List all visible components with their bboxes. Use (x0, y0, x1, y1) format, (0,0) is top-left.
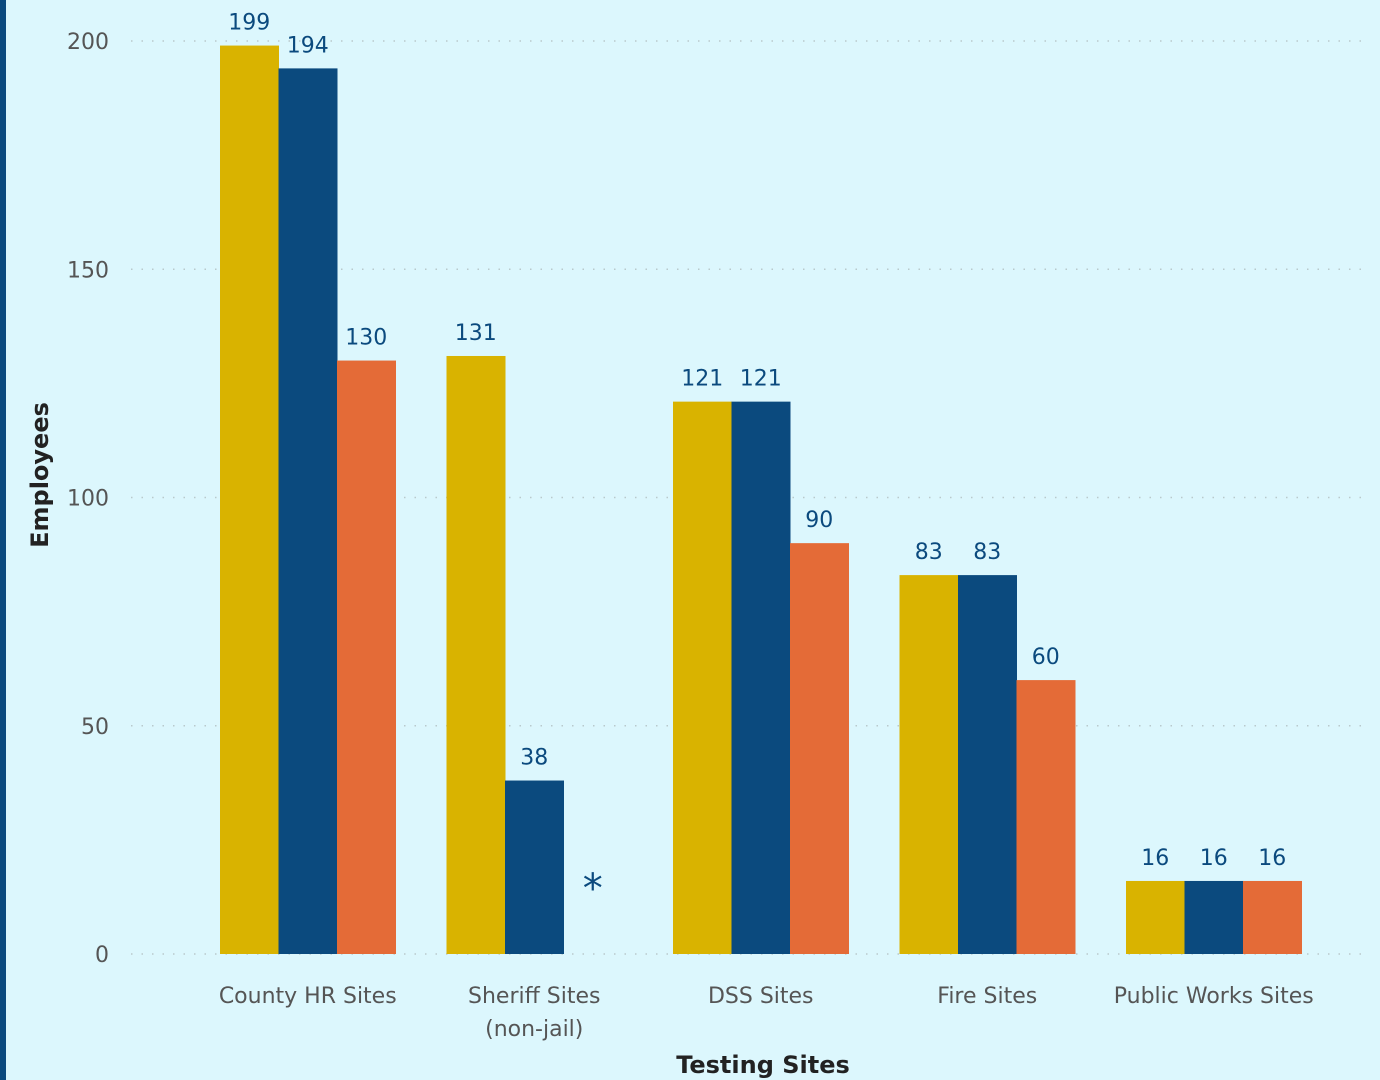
bar-chart: 0 50 100 150 200 199 194 130 131 38 * 121 121 90 83 83… (26, 11, 1361, 1079)
bar (1016, 680, 1076, 954)
bar (1184, 880, 1244, 954)
bar (446, 355, 506, 954)
x-category-label: County HR Sites (219, 984, 397, 1009)
bar-value-label: 16 (1141, 846, 1169, 871)
bar-value-label: 121 (681, 367, 723, 392)
bar-value-label: 130 (345, 326, 387, 351)
bar (899, 575, 959, 954)
bar-value-label: 194 (287, 33, 329, 58)
bar (958, 575, 1017, 954)
bar (278, 68, 338, 954)
y-tick-label: 200 (67, 30, 109, 55)
y-axis-title: Employees (26, 402, 54, 548)
missing-data-marker: * (583, 866, 603, 912)
data-labels: 199 194 130 131 38 * 121 121 90 83 83 60 16 16 16 (228, 11, 1286, 912)
x-category-label: Public Works Sites (1114, 984, 1314, 1009)
bar (505, 780, 564, 954)
x-category-label: (non-jail) (485, 1017, 583, 1042)
x-axis-title: Testing Sites (676, 1051, 850, 1079)
bar-value-label: 121 (740, 367, 782, 392)
bar-value-label: 16 (1200, 846, 1228, 871)
x-category-label: DSS Sites (708, 984, 814, 1009)
y-tick-label: 100 (67, 487, 109, 512)
bar-value-label: 131 (455, 321, 497, 346)
bar-value-label: 90 (805, 508, 833, 533)
bars (220, 45, 1302, 954)
y-tick-label: 50 (81, 715, 109, 740)
bar (220, 45, 279, 954)
x-axis-categories: County HR Sites Sheriff Sites (non-jail) DS… (219, 984, 1314, 1042)
y-tick-label: 150 (67, 258, 109, 283)
bar-value-label: 38 (520, 746, 548, 771)
y-axis-ticks: 0 50 100 150 200 (67, 30, 109, 968)
bar (731, 401, 791, 954)
y-tick-label: 0 (95, 943, 109, 968)
bar-value-label: 60 (1032, 645, 1060, 670)
bar-value-label: 83 (973, 540, 1001, 565)
x-category-label: Sheriff Sites (468, 984, 600, 1009)
bar-value-label: 16 (1258, 846, 1286, 871)
bar-value-label: 83 (915, 540, 943, 565)
bar-value-label: 199 (228, 11, 270, 36)
bar (1126, 880, 1185, 954)
bar (790, 543, 849, 954)
bar (1243, 880, 1302, 954)
bar (337, 360, 396, 954)
x-category-label: Fire Sites (937, 984, 1037, 1009)
bar (673, 401, 732, 954)
